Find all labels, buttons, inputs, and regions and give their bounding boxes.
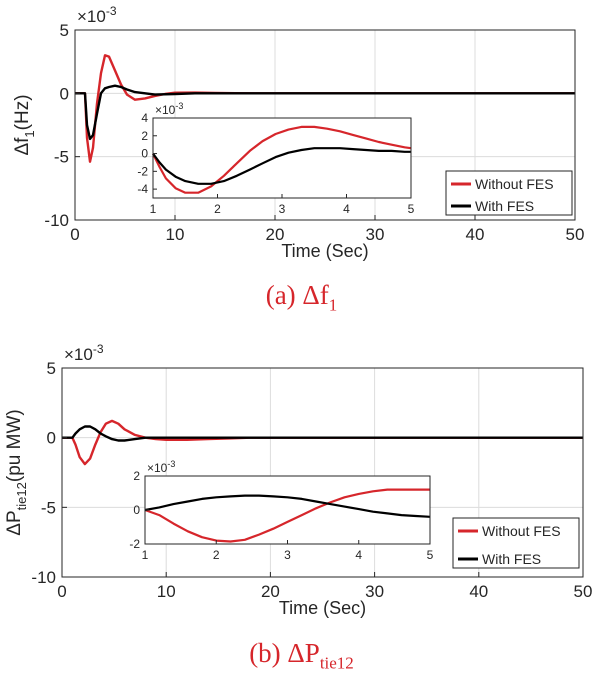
inset-y-tick-label: -2 [137, 164, 148, 178]
y-label-sub: tie12 [14, 482, 29, 510]
x-axis-label: Time (Sec) [281, 241, 368, 261]
axes-frame [61, 367, 584, 578]
y-tick-label: -5 [54, 148, 69, 167]
x-tick-label: 30 [366, 225, 385, 244]
inset-series-line-with-fes [152, 147, 411, 185]
y-tick-label: 5 [60, 21, 69, 40]
x-tick-label: 50 [574, 582, 593, 601]
inset-x-tick-label: 5 [408, 202, 415, 216]
inset-series-line-without-fes [144, 488, 430, 543]
y-tick-label: -10 [31, 568, 56, 587]
x-tick-label: 40 [469, 582, 488, 601]
inset-x-tick-label: 3 [284, 548, 291, 562]
y-axis-label: ΔPtie12(pu MW) [4, 409, 29, 535]
inset-a: 1 2 3 4 5 4 2 0 -2 -4 ×10-3 [137, 101, 414, 216]
inset-y-tick-label: 0 [133, 503, 140, 517]
exponent-power: -3 [93, 342, 104, 356]
legend-b: Without FES With FES [452, 517, 580, 569]
inset-y-tick-label: -4 [137, 182, 148, 196]
inset-x-tick-label: 2 [213, 548, 220, 562]
inset-exponent-power: -3 [167, 459, 175, 469]
x-tick-label: 10 [157, 582, 176, 601]
series-line-with-fes [75, 84, 575, 141]
inset-y-tick-label: -2 [129, 537, 140, 551]
x-tick-label: 30 [365, 582, 384, 601]
x-axis-label: Time (Sec) [279, 598, 366, 618]
y-label-tail: (pu MW) [4, 409, 25, 482]
x-tick-label: 20 [266, 225, 285, 244]
inset-exponent-label: ×10-3 [155, 101, 183, 117]
y-label-tail: (Hz) [12, 94, 33, 130]
x-tick-label: 20 [261, 582, 280, 601]
inset-y-tick-label: 2 [141, 129, 148, 143]
y-label-main: ΔP [4, 510, 25, 535]
inset-x-tick-label: 5 [427, 548, 434, 562]
inset-series-line-without-fes [152, 125, 412, 194]
x-tick-label: 10 [166, 225, 185, 244]
inset-x-tick-label: 3 [279, 202, 286, 216]
inset-y-tick-label: 0 [141, 147, 148, 161]
inset-y-tick-label: 4 [141, 111, 148, 125]
inset-series-line-with-fes [144, 494, 431, 518]
caption-b: (b) ΔPtie12 [249, 638, 354, 673]
legend-label-with-fes: With FES [482, 551, 541, 567]
inset-area [153, 118, 411, 198]
x-tick-label: 0 [70, 225, 79, 244]
inset-x-tick-label: 4 [343, 202, 350, 216]
inset-x-tick-label: 4 [355, 548, 362, 562]
legend-label-without-fes: Without FES [482, 523, 561, 539]
exponent-base: ×10 [77, 7, 106, 26]
legend-box [445, 170, 573, 216]
inset-x-tick-label: 2 [214, 202, 221, 216]
legend-label-with-fes: With FES [475, 198, 534, 214]
caption-a: (a) Δf1 [265, 280, 338, 315]
y-tick-label: 5 [47, 359, 56, 378]
y-tick-label: -10 [44, 211, 69, 230]
inset-exponent-base: ×10 [155, 103, 176, 117]
legend-a: Without FES With FES [445, 170, 573, 216]
y-label-main: Δf [12, 137, 33, 156]
x-tick-label: 40 [466, 225, 485, 244]
y-tick-label: 0 [60, 84, 69, 103]
exponent-base: ×10 [64, 345, 93, 364]
inset-exponent-label: ×10-3 [147, 459, 175, 475]
exponent-label: ×10-3 [77, 4, 117, 26]
inset-exponent-power: -3 [175, 101, 183, 111]
x-tick-label: 0 [57, 582, 66, 601]
legend-label-without-fes: Without FES [475, 176, 554, 192]
inset-y-tick-label: 2 [133, 469, 140, 483]
inset-x-tick-label: 1 [150, 202, 157, 216]
y-axis-label: Δf1(Hz) [12, 94, 37, 155]
inset-b: 1 2 3 4 5 2 0 -2 ×10-3 [129, 459, 433, 562]
exponent-label: ×10-3 [64, 342, 104, 364]
axes-frame [74, 29, 576, 221]
y-label-sub: 1 [22, 130, 37, 137]
series-line-with-fes [62, 425, 583, 442]
y-tick-label: 0 [47, 429, 56, 448]
x-tick-label: 50 [566, 225, 585, 244]
inset-exponent-base: ×10 [147, 461, 168, 475]
inset-x-tick-label: 1 [142, 548, 149, 562]
exponent-power: -3 [106, 4, 117, 18]
y-tick-label: -5 [41, 498, 56, 517]
inset-area [145, 476, 430, 544]
